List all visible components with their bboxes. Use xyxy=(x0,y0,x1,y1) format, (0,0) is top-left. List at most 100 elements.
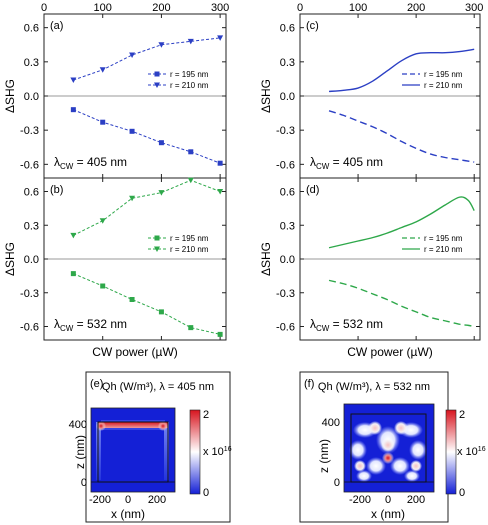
panel-c-series-1 xyxy=(328,48,475,93)
panel-b-point xyxy=(217,331,223,337)
panel-d-series-0 xyxy=(328,279,475,328)
panel-e-title: Qh (W/m³), λ = 405 nm xyxy=(102,381,214,393)
panel-c-series-1-line xyxy=(328,48,475,93)
heatmap-f-ytick-400: 400 xyxy=(322,417,340,429)
chart-panel-c: 0.6 0.3 0.0 -0.3 -0.6 0 100 200 300 ΔSHG (c) λCW = … xyxy=(259,2,483,179)
panel-a-legend-text: r = 210 nm xyxy=(170,81,209,90)
panel-b-series-0-connector xyxy=(73,273,221,335)
panel-e-frame xyxy=(85,371,231,523)
heatmap-e-ytick-400: 400 xyxy=(69,419,87,431)
panel-b-point xyxy=(217,189,224,195)
panel-c-legend-text: r = 195 nm xyxy=(424,70,463,79)
panel-b-legend-marker xyxy=(154,235,160,241)
panel-d-ytick-label: 0.6 xyxy=(280,187,295,199)
panel-d-series-1 xyxy=(328,196,475,249)
panel-a-point xyxy=(158,140,164,146)
panel-a-legend-marker xyxy=(154,82,160,88)
heatmap-f-pattern xyxy=(349,421,427,482)
panel-b-ytick-label: -0.3 xyxy=(20,288,39,300)
heatmap-f-xlabel: x (nm) xyxy=(371,507,405,521)
panel-c-xtick-label-top: 0 xyxy=(297,2,303,14)
panel-a-legend: r = 195 nm r = 210 nm xyxy=(148,70,209,90)
panel-b-point xyxy=(158,190,165,196)
panel-b-series-1-connector xyxy=(73,179,221,236)
panel-c-ylabel: ΔSHG xyxy=(259,79,273,113)
heatmap-f-xtick-0: 0 xyxy=(385,494,391,506)
panel-a-xtick-label-top: 200 xyxy=(152,2,170,14)
panel-d-legend-text: r = 210 nm xyxy=(424,245,463,254)
panel-a-xtick-label-top: 100 xyxy=(94,2,112,14)
panel-b-point xyxy=(188,325,194,331)
panel-d-xlabel: CW power (µW) xyxy=(347,345,433,359)
panel-a-ytick-label: 0.0 xyxy=(24,91,39,103)
panel-a-xtick-label-top: 0 xyxy=(41,2,47,14)
panel-c-xtick-label-top: 100 xyxy=(349,2,367,14)
colorbar-e-unit: x 1016 xyxy=(203,446,232,458)
panel-b-point xyxy=(99,218,106,224)
panel-d-ytick-label: -0.3 xyxy=(276,288,295,300)
panel-b-xlabel: CW power (µW) xyxy=(92,345,178,359)
panel-a-ytick-label: -0.6 xyxy=(20,159,39,171)
panel-e-label: (e) xyxy=(90,378,103,390)
panel-a-series-0-connector xyxy=(73,109,221,164)
panel-f-label: (f) xyxy=(304,378,314,390)
panel-a-point xyxy=(129,52,136,58)
panel-c-series-0 xyxy=(328,110,475,163)
panel-a-series-1 xyxy=(70,35,224,84)
panel-f-title: Qh (W/m³), λ = 532 nm xyxy=(318,381,430,393)
panel-a-point xyxy=(187,38,194,45)
heatmap-e-xtick-neg200: -200 xyxy=(89,494,111,506)
colorbar-e-min: 0 xyxy=(203,487,209,499)
panel-b-legend-text: r = 210 nm xyxy=(170,245,209,254)
chart-panel-d: 0.6 0.3 0.0 -0.3 -0.6 ΔSHG CW power (µW) (d) λCW… xyxy=(259,177,481,359)
panel-d-ytick-label: 0.0 xyxy=(280,254,295,266)
panel-b-legend-marker xyxy=(154,246,160,252)
panel-a-point xyxy=(70,77,77,84)
panel-c-ytick-label: 0.6 xyxy=(280,23,295,35)
colorbar-f-max: 2 xyxy=(459,409,465,421)
panel-b-legend-text: r = 195 nm xyxy=(170,234,209,243)
heatmap-e-right-wall xyxy=(164,422,169,480)
panel-a-legend-marker xyxy=(154,71,160,77)
panel-c-ytick-label: -0.3 xyxy=(276,125,295,137)
heatmap-e-axes xyxy=(90,407,176,493)
panel-a-point xyxy=(217,160,223,166)
heatmap-e-ytick-0: 0 xyxy=(81,477,87,489)
panel-d-label: (d) xyxy=(306,184,319,196)
heatmap-e-hot-top xyxy=(98,422,168,428)
panel-a-label: (a) xyxy=(50,20,63,32)
panel-b-series-0 xyxy=(70,271,223,337)
panel-b-ylabel: ΔSHG xyxy=(3,242,17,276)
panel-a-point xyxy=(99,67,106,73)
panel-c-ytick-label: 0.3 xyxy=(280,57,295,69)
panel-a-ytick-label: 0.6 xyxy=(24,23,39,35)
chart-panel-a: 0.6 0.3 0.0 -0.3 -0.6 0 100 200 300 ΔSHG (a) λCW = … xyxy=(3,2,229,179)
heatmap-e-xtick-0: 0 xyxy=(125,494,131,506)
heatmap-e-ylabel: z (nm) xyxy=(73,435,87,469)
panel-a-xtick-label-top: 300 xyxy=(211,2,229,14)
heatmap-f-xtick-neg200: -200 xyxy=(349,494,371,506)
heatmap-e-xlabel: x (nm) xyxy=(111,507,145,521)
panel-a-series-0 xyxy=(70,107,223,166)
panel-d-series-0-line xyxy=(328,279,475,328)
panel-b-legend: r = 195 nm r = 210 nm xyxy=(148,234,209,254)
panel-b-ytick-label: -0.6 xyxy=(20,322,39,334)
panel-d-series-1-line xyxy=(328,196,475,249)
panel-d-legend-text: r = 195 nm xyxy=(424,234,463,243)
colorbar-f-unit: x 1016 xyxy=(457,446,486,458)
heatmap-e-xtick-200: 200 xyxy=(148,494,166,506)
panel-b-wavelength-note: λCW = 532 nm xyxy=(54,317,127,333)
panel-c-label: (c) xyxy=(306,20,319,32)
panel-a-point xyxy=(70,107,76,113)
panel-a-point xyxy=(188,149,194,155)
panel-d-ytick-label: -0.6 xyxy=(276,322,295,334)
panel-a-ytick-label: 0.3 xyxy=(24,57,39,69)
heatmap-f-xtick-200: 200 xyxy=(407,494,425,506)
panel-a-legend-text: r = 195 nm xyxy=(170,70,209,79)
panel-b-point xyxy=(70,232,77,239)
panel-a-ytick-label: -0.3 xyxy=(20,125,39,137)
panel-a-series-1-connector xyxy=(73,37,221,81)
panel-b-point xyxy=(100,283,106,289)
panel-b-ytick-label: 0.6 xyxy=(24,187,39,199)
panel-b-point xyxy=(129,297,135,302)
